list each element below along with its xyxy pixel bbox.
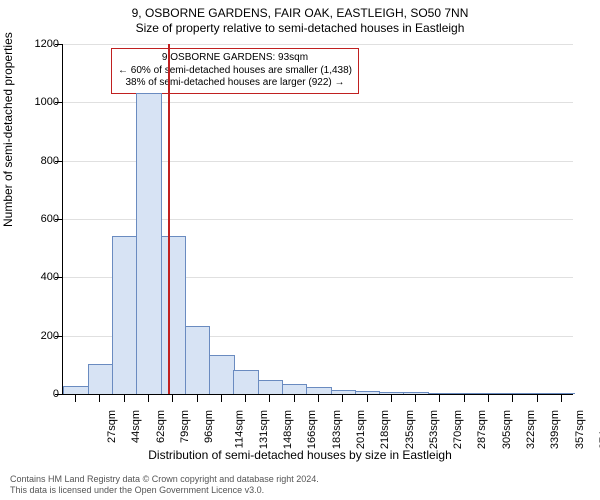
y-tick-label: 1000 [19, 96, 59, 108]
y-tick-label: 0 [19, 388, 59, 400]
x-tick [148, 394, 149, 402]
x-tick [512, 394, 513, 402]
x-tick [75, 394, 76, 402]
x-tick [124, 394, 125, 402]
histogram-bar [88, 364, 113, 394]
histogram-bar [63, 386, 88, 394]
x-tick-label: 218sqm [379, 410, 391, 449]
histogram-bar [233, 370, 258, 394]
x-tick-label: 322sqm [525, 410, 537, 449]
y-tick-label: 400 [19, 271, 59, 283]
x-axis-title: Distribution of semi-detached houses by … [0, 448, 600, 462]
x-tick [415, 394, 416, 402]
x-tick [245, 394, 246, 402]
x-tick [464, 394, 465, 402]
x-tick-label: 131sqm [258, 410, 270, 449]
histogram-bar [403, 392, 428, 394]
x-tick-label: 357sqm [574, 410, 586, 449]
gridline [63, 44, 573, 45]
chart-container: 9, OSBORNE GARDENS, FAIR OAK, EASTLEIGH,… [0, 0, 600, 500]
x-tick [99, 394, 100, 402]
y-tick-label: 800 [19, 155, 59, 167]
x-tick-label: 270sqm [452, 410, 464, 449]
x-tick [391, 394, 392, 402]
plot-area: 9 OSBORNE GARDENS: 93sqm ← 60% of semi-d… [62, 44, 573, 395]
histogram-bar [525, 393, 550, 394]
x-tick-label: 44sqm [130, 410, 142, 443]
x-tick [367, 394, 368, 402]
y-tick-label: 1200 [19, 38, 59, 50]
x-tick-label: 114sqm [233, 410, 245, 448]
x-tick-label: 183sqm [331, 410, 343, 449]
histogram-bar [549, 393, 574, 394]
histogram-bar [282, 384, 307, 394]
annotation-line-2: ← 60% of semi-detached houses are smalle… [118, 65, 352, 78]
x-tick-label: 166sqm [307, 410, 319, 449]
x-tick-label: 27sqm [106, 410, 118, 443]
x-tick [342, 394, 343, 402]
x-tick [439, 394, 440, 402]
y-tick-label: 600 [19, 213, 59, 225]
y-tick-label: 200 [19, 330, 59, 342]
chart-title-sub: Size of property relative to semi-detach… [0, 20, 600, 35]
histogram-bar [112, 236, 137, 395]
x-tick [197, 394, 198, 402]
chart-title-main: 9, OSBORNE GARDENS, FAIR OAK, EASTLEIGH,… [0, 0, 600, 20]
histogram-bar [379, 392, 404, 394]
x-tick [537, 394, 538, 402]
histogram-bar [161, 236, 186, 395]
histogram-bar [258, 380, 283, 394]
histogram-bar [136, 93, 161, 394]
x-tick [294, 394, 295, 402]
footer-attribution: Contains HM Land Registry data © Crown c… [10, 474, 319, 496]
x-tick-label: 339sqm [549, 410, 561, 449]
x-tick-label: 253sqm [428, 410, 440, 449]
x-tick-label: 305sqm [501, 410, 513, 449]
footer-line-1: Contains HM Land Registry data © Crown c… [10, 474, 319, 485]
x-tick [561, 394, 562, 402]
histogram-bar [185, 326, 210, 394]
property-marker-line [168, 44, 170, 394]
histogram-bar [355, 391, 380, 394]
x-tick [269, 394, 270, 402]
histogram-bar [331, 390, 356, 395]
histogram-bar [306, 387, 331, 394]
x-tick [318, 394, 319, 402]
x-tick-label: 201sqm [355, 410, 367, 449]
x-tick-label: 287sqm [477, 410, 489, 449]
annotation-line-1: 9 OSBORNE GARDENS: 93sqm [118, 52, 352, 65]
annotation-box: 9 OSBORNE GARDENS: 93sqm ← 60% of semi-d… [111, 48, 359, 94]
histogram-bar [209, 355, 234, 394]
y-axis-title: Number of semi-detached properties [1, 32, 15, 227]
histogram-bar [501, 393, 526, 394]
x-tick-label: 96sqm [203, 410, 215, 443]
x-tick [221, 394, 222, 402]
x-tick-label: 79sqm [179, 410, 191, 443]
x-tick [172, 394, 173, 402]
histogram-bar [452, 393, 477, 394]
footer-line-2: This data is licensed under the Open Gov… [10, 485, 319, 496]
x-tick-label: 148sqm [282, 410, 294, 449]
x-tick [488, 394, 489, 402]
histogram-bar [428, 393, 453, 394]
annotation-line-3: 38% of semi-detached houses are larger (… [118, 77, 352, 90]
x-tick-label: 235sqm [404, 410, 416, 449]
x-tick-label: 62sqm [155, 410, 167, 443]
